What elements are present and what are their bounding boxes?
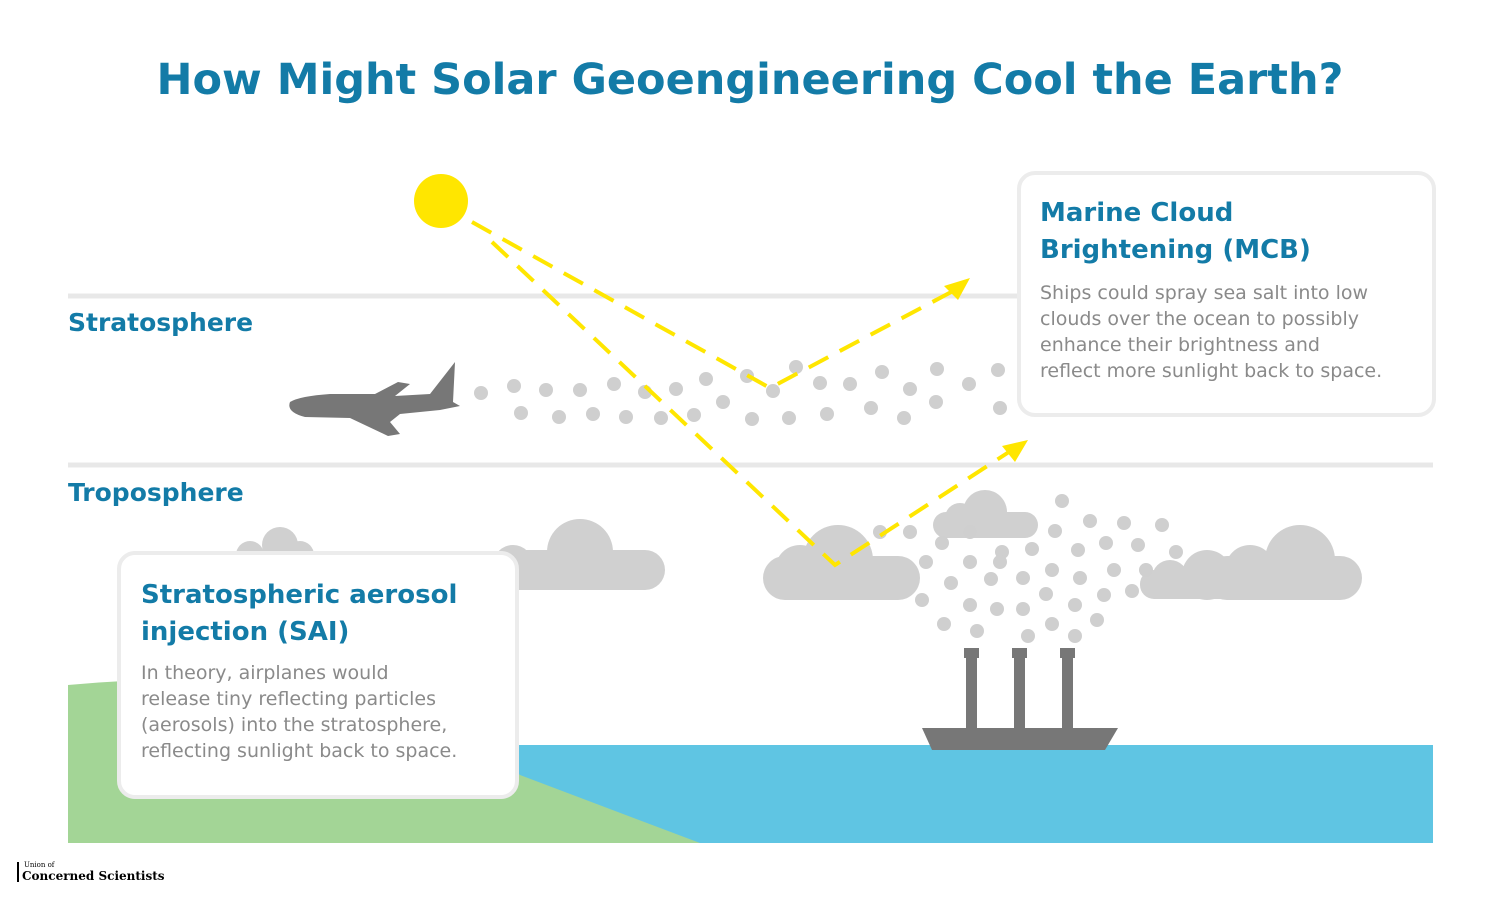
ship [922, 648, 1118, 750]
sun [414, 174, 468, 228]
box-body: Ships could spray sea salt into low [1040, 282, 1368, 304]
particle [654, 411, 668, 425]
particle [1090, 613, 1104, 627]
layer-label: Troposphere [68, 478, 244, 507]
particle [552, 410, 566, 424]
particle [903, 382, 917, 396]
particle [586, 407, 600, 421]
particle [1107, 563, 1121, 577]
particle [1068, 629, 1082, 643]
particle [1055, 494, 1069, 508]
sunlight-rays [471, 220, 1014, 568]
particle [929, 395, 943, 409]
particle [930, 362, 944, 376]
logo-small: Union of [24, 861, 56, 869]
box-title: injection (SAI) [141, 617, 349, 647]
particles [474, 360, 1183, 643]
particle [984, 572, 998, 586]
particle [1016, 571, 1030, 585]
particle [875, 365, 889, 379]
mcb-box [1017, 171, 1436, 417]
particle [1083, 514, 1097, 528]
layer-label: Stratosphere [68, 308, 253, 337]
particle [1073, 571, 1087, 585]
particle [1068, 598, 1082, 612]
box-body: enhance their brightness and [1040, 334, 1320, 356]
particle [573, 383, 587, 397]
logo-main: Concerned Scientists [22, 869, 165, 883]
particle [970, 624, 984, 638]
particle [539, 383, 553, 397]
particle [1048, 524, 1062, 538]
particle [963, 598, 977, 612]
particle [1169, 545, 1183, 559]
particle [1097, 588, 1111, 602]
particle [963, 555, 977, 569]
particle [944, 576, 958, 590]
particle [897, 411, 911, 425]
box-body: reflect more sunlight back to space. [1040, 360, 1382, 382]
particle [766, 384, 780, 398]
particle [935, 536, 949, 550]
particle [813, 376, 827, 390]
particle [1025, 542, 1039, 556]
box-title: Stratospheric aerosol [141, 580, 457, 610]
particle [843, 377, 857, 391]
particle [619, 410, 633, 424]
particle [607, 377, 621, 391]
particle [903, 525, 917, 539]
particle [699, 372, 713, 386]
box-body: clouds over the ocean to possibly [1040, 308, 1359, 330]
box-body: In theory, airplanes would [141, 662, 389, 684]
particle [474, 386, 488, 400]
box-body: release tiny reflecting particles [141, 688, 436, 710]
particle [820, 407, 834, 421]
particle [991, 363, 1005, 377]
particle [745, 412, 759, 426]
box-body: reflecting sunlight back to space. [141, 740, 457, 762]
particle [1045, 563, 1059, 577]
particle [937, 617, 951, 631]
particle [993, 401, 1007, 415]
particle [1045, 617, 1059, 631]
particle [1016, 602, 1030, 616]
particle [687, 408, 701, 422]
particle [962, 377, 976, 391]
box-title: Brightening (MCB) [1040, 235, 1311, 265]
particle [993, 555, 1007, 569]
particle [716, 395, 730, 409]
particle [782, 411, 796, 425]
particle [1155, 518, 1169, 532]
particle [669, 382, 683, 396]
airplane [289, 362, 460, 436]
particle [1117, 516, 1131, 530]
particle [864, 401, 878, 415]
particle [1099, 536, 1113, 550]
particle [1021, 629, 1035, 643]
particle [915, 593, 929, 607]
box-body: (aerosols) into the stratosphere, [141, 714, 447, 736]
particle [919, 555, 933, 569]
sai-box [117, 551, 519, 799]
box-texts: Marine Cloud Brightening (MCB) Ships could… [141, 198, 1382, 762]
particle [1131, 538, 1145, 552]
particle [963, 525, 977, 539]
particle [1125, 584, 1139, 598]
arrowheads [944, 278, 1028, 462]
particle [1139, 563, 1153, 577]
particle [990, 602, 1004, 616]
particle [1039, 587, 1053, 601]
particle [789, 360, 803, 374]
particle [1071, 543, 1085, 557]
title: How Might Solar Geoengineering Cool the … [156, 55, 1343, 105]
box-title: Marine Cloud [1040, 198, 1233, 228]
particle [514, 406, 528, 420]
particle [507, 379, 521, 393]
